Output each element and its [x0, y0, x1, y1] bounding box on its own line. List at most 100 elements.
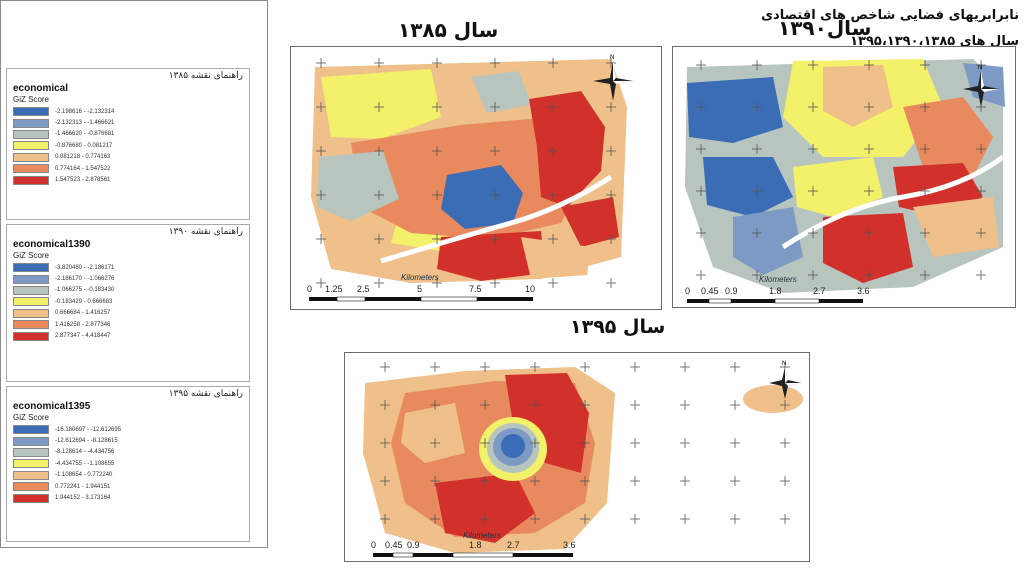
- legend-swatch: [13, 436, 49, 446]
- scale-label: 0: [307, 284, 312, 294]
- map-1385-title: سال ۱۳۸۵: [398, 18, 499, 42]
- legend-class-row: -1.108654 - 0.772240: [7, 470, 249, 481]
- map-1385: N 0 1.25 2.5 5 7.5 10 Kilometers: [290, 46, 662, 310]
- scale-unit: Kilometers: [759, 275, 797, 284]
- legend-swatch: [13, 164, 49, 174]
- scale-label: 0: [371, 540, 376, 550]
- legend-group-header: راهنمای نقشه ۱۳۸۵: [168, 71, 243, 81]
- scale-label: 1.8: [769, 286, 782, 296]
- legend-swatch: [13, 175, 49, 185]
- legend-swatch: [13, 425, 49, 435]
- legend-swatch: [13, 459, 49, 469]
- legend-range-label: 1.416258 - 2.877346: [55, 321, 111, 328]
- legend-swatch: [13, 493, 49, 503]
- scale-label: 1.8: [469, 540, 482, 550]
- legend-swatch: [13, 107, 49, 117]
- scale-label: 5: [417, 284, 422, 294]
- scale-label: 1.25: [325, 284, 343, 294]
- legend-range-label: 0.772241 - 1.944151: [55, 483, 111, 490]
- legend-range-label: -3.820480 - -2.186171: [55, 264, 115, 271]
- district-peach-island: [743, 385, 803, 413]
- district-yellow: [321, 69, 441, 139]
- legend-swatch: [13, 141, 49, 151]
- scale-unit: Kilometers: [401, 273, 439, 282]
- legend-layer-name: economical1390: [13, 239, 91, 250]
- map-1385-districts: [311, 59, 627, 283]
- district-blue: [687, 77, 783, 143]
- map-1390: N 0 0.45 0.9 1.8 2.7 3.6 Kilometers: [672, 46, 1016, 308]
- legend-range-label: -2.132313 - -1.466621: [55, 120, 115, 127]
- map-1395-compass: N: [769, 361, 801, 399]
- scale-label: 0.45: [701, 286, 719, 296]
- map-1390-districts: [685, 59, 1005, 293]
- hotspot-blue: [501, 434, 525, 458]
- scale-label: 10: [525, 284, 535, 294]
- legend-group-1390: راهنمای نقشه ۱۳۹۰ economical1390 GiZ Sco…: [6, 224, 250, 382]
- legend-layer-name: economical1395: [13, 401, 91, 412]
- legend-class-row: -1.466620 - -0.876681: [7, 129, 249, 140]
- legend-class-row: -4.434755 - -1.108655: [7, 458, 249, 469]
- legend-group-header: راهنمای نقشه ۱۳۹۵: [168, 389, 243, 399]
- map-1390-compass: N: [963, 65, 999, 107]
- legend-swatch: [13, 308, 49, 318]
- map-1390-scale-bar: [687, 298, 863, 304]
- scale-label: 0.9: [407, 540, 420, 550]
- legend-class-row: -0.876680 - 0.081217: [7, 140, 249, 151]
- scale-unit: Kilometers: [463, 531, 501, 540]
- legend-class-row: 0.772241 - 1.944151: [7, 481, 249, 492]
- legend-range-label: -1.066275 - -0.183430: [55, 287, 115, 294]
- scale-label: 0: [685, 286, 690, 296]
- district-peach: [913, 197, 999, 257]
- north-label: N: [610, 55, 614, 61]
- legend-range-label: -2.198616 - -2.132314: [55, 108, 115, 115]
- legend-class-row: -2.186170 - -1.066276: [7, 273, 249, 284]
- river-road: [781, 154, 1005, 250]
- scale-label: 2.7: [507, 540, 520, 550]
- legend-class-row: 0.666684 - 1.416257: [7, 308, 249, 319]
- north-label: N: [978, 65, 982, 71]
- legend-class-row: -1.066275 - -0.183430: [7, 285, 249, 296]
- district-red: [437, 231, 545, 281]
- district-peach: [401, 403, 465, 463]
- legend-range-label: 0.774164 - 1.547522: [55, 165, 111, 172]
- legend-class-row: 1.416258 - 2.877346: [7, 319, 249, 330]
- legend-range-label: -16.180697 - -12.612695: [55, 426, 122, 433]
- map-1395-canvas: N 0 0.45 0.9 1.8 2.7 3.6 Kilometers: [363, 361, 803, 558]
- district-blue: [703, 157, 793, 217]
- legend-swatch: [13, 152, 49, 162]
- legend-layer-name: economical: [13, 83, 69, 94]
- river-road: [380, 174, 613, 264]
- scale-label: 2.7: [813, 286, 826, 296]
- legend-class-row: -0.183429 - 0.666683: [7, 296, 249, 307]
- legend-group-header: راهنمای نقشه ۱۳۹۰: [168, 227, 243, 237]
- legend-main-title-line2: سال های ۱۳۹۵،۱۳۹۰،۱۳۸۵: [850, 34, 1019, 49]
- legend-swatch: [13, 129, 49, 139]
- legend-range-label: -1.108654 - 0.772240: [55, 472, 113, 479]
- legend-range-label: -4.434755 - -1.108655: [55, 460, 115, 467]
- map-1395: N 0 0.45 0.9 1.8 2.7 3.6 Kilometers: [344, 352, 810, 562]
- map-1390-canvas: N 0 0.45 0.9 1.8 2.7 3.6 Kilometers: [685, 59, 1005, 304]
- map-1385-compass: N: [593, 55, 633, 101]
- legend-panel: نابرابریهای فضایی شاخص های اقتصادی سال ه…: [0, 0, 1019, 548]
- legend-swatch: [13, 285, 49, 295]
- scale-label: 3.6: [563, 540, 576, 550]
- map-1385-graticule: [316, 58, 616, 288]
- map-1395-graticule: [380, 362, 790, 524]
- legend-class-row: 0.774164 - 1.547522: [7, 163, 249, 174]
- legend-class-row: -16.180697 - -12.612695: [7, 424, 249, 435]
- district-gray: [317, 151, 399, 221]
- legend-range-label: -0.183429 - 0.666683: [55, 298, 113, 305]
- map-1395-title: سال ۱۳۹۵: [570, 316, 666, 338]
- map-1385-scale-bar: [309, 296, 533, 302]
- map-1390-title: سال۱۳۹۰: [778, 16, 872, 40]
- north-label: N: [782, 361, 786, 367]
- legend-swatch: [13, 447, 49, 457]
- scale-label: 3.6: [857, 286, 870, 296]
- legend-group-1395: راهنمای نقشه ۱۳۹۵ economical1395 GiZ Sco…: [6, 386, 250, 542]
- legend-class-row: 2.877347 - 4.418447: [7, 330, 249, 341]
- district-red: [561, 197, 619, 247]
- legend-class-row: -2.198616 - -2.132314: [7, 106, 249, 117]
- scale-label: 2.5: [357, 284, 370, 294]
- map-1390-graticule: [696, 60, 986, 280]
- legend-swatch: [13, 331, 49, 341]
